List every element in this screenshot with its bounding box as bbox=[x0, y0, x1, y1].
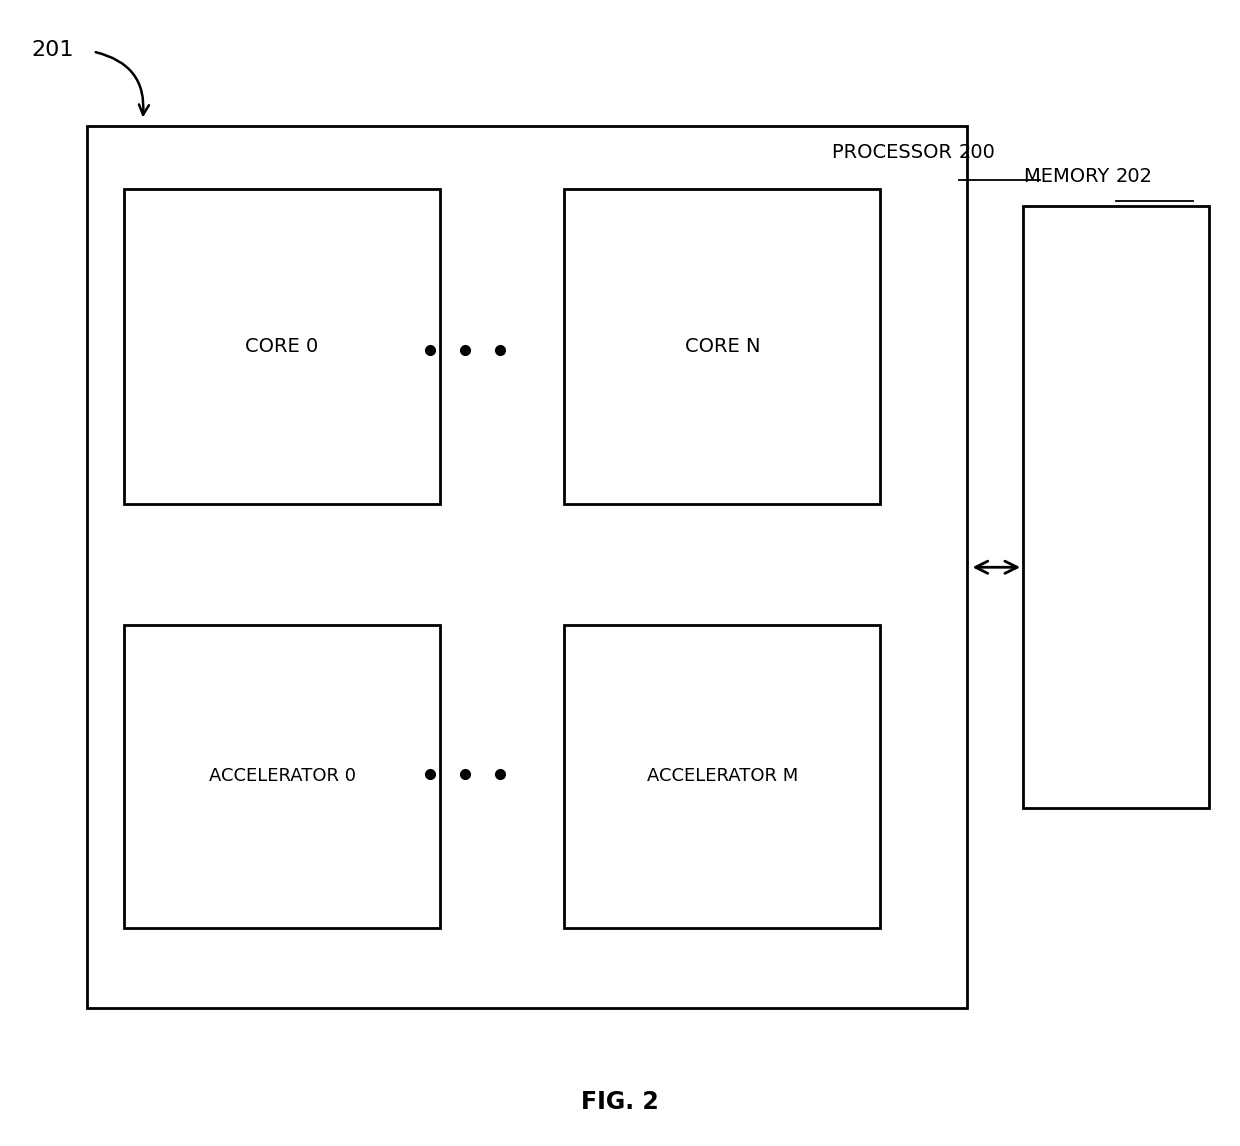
Text: ACCELERATOR 0: ACCELERATOR 0 bbox=[208, 768, 356, 785]
Text: 200: 200 bbox=[959, 143, 996, 163]
Text: PROCESSOR: PROCESSOR bbox=[832, 143, 959, 163]
Bar bbox=[87, 126, 967, 1008]
Text: 201: 201 bbox=[31, 40, 73, 60]
Bar bbox=[124, 189, 440, 504]
Text: CORE 0: CORE 0 bbox=[246, 337, 319, 356]
Text: 202: 202 bbox=[1116, 166, 1153, 186]
Text: CORE N: CORE N bbox=[684, 337, 760, 356]
Text: ACCELERATOR M: ACCELERATOR M bbox=[647, 768, 797, 785]
Text: MEMORY: MEMORY bbox=[1024, 166, 1116, 186]
Bar bbox=[564, 189, 880, 504]
Bar bbox=[564, 625, 880, 928]
Bar bbox=[1023, 206, 1209, 808]
Text: FIG. 2: FIG. 2 bbox=[582, 1091, 658, 1114]
Bar bbox=[124, 625, 440, 928]
